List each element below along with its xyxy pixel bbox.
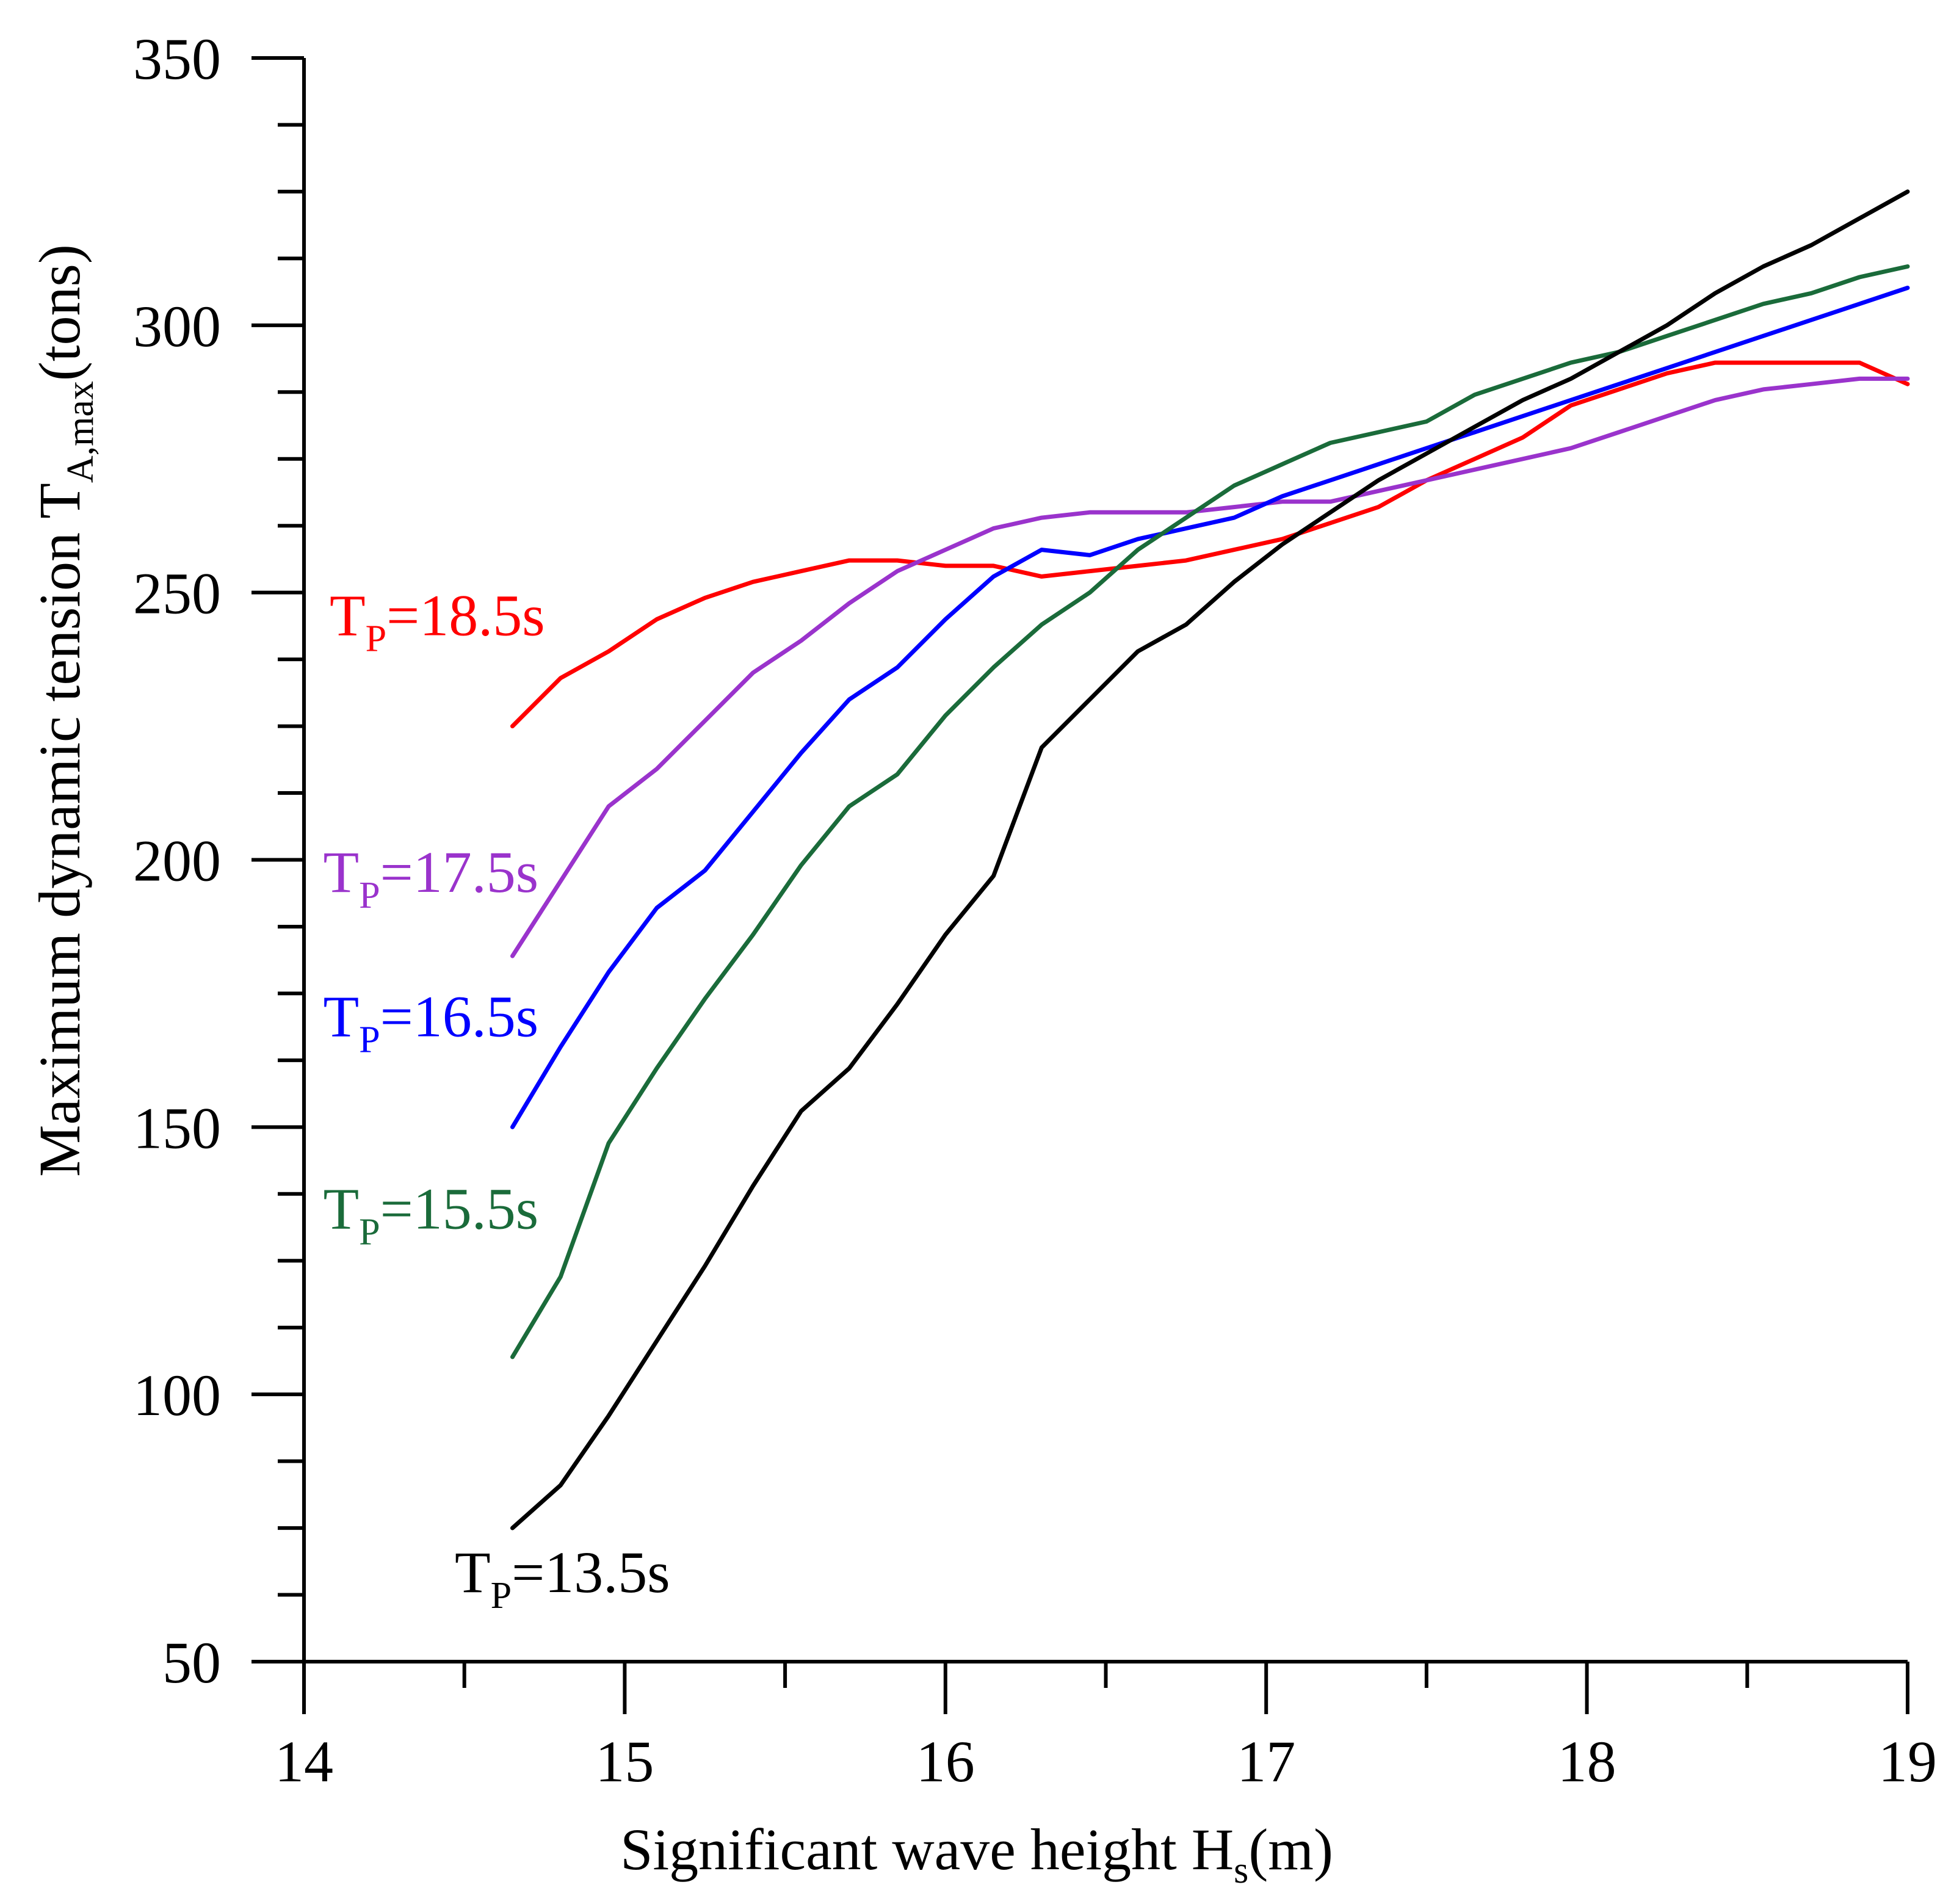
y-tick-label: 350 <box>133 26 221 92</box>
axes: 50 100 150 200 250 300 350 14 15 16 17 18 19 <box>133 26 1937 1794</box>
series-label-rest: =17.5s <box>380 839 539 905</box>
series-label-sub: P <box>359 875 380 916</box>
series-label-main: T <box>324 983 360 1049</box>
series-label-3: TP=15.5s <box>324 1176 539 1253</box>
series-label-rest: =15.5s <box>380 1176 539 1242</box>
series-label-sub: P <box>359 1019 380 1060</box>
series-line-3 <box>510 264 1910 1359</box>
x-tick-label: 14 <box>275 1729 333 1794</box>
series-label-main: T <box>324 1176 360 1242</box>
y-tick-label: 50 <box>162 1630 221 1695</box>
y-tick-label: 300 <box>133 294 221 359</box>
series-label-main: T <box>324 839 360 905</box>
x-axis-title: Significant wave height Hs(m) <box>620 1817 1333 1891</box>
series-line-4 <box>510 189 1910 1530</box>
series-label-2: TP=16.5s <box>324 983 539 1060</box>
series-lines <box>510 189 1910 1530</box>
y-tick-label: 250 <box>133 561 221 626</box>
series-line-0 <box>510 360 1910 729</box>
series-label-sub: P <box>366 618 386 660</box>
x-tick-label: 16 <box>916 1729 975 1794</box>
y-axis-title: Maximum dynamic tension TA,max(tons) <box>27 244 101 1177</box>
series-label-4: TP=13.5s <box>455 1540 670 1616</box>
series-label-rest: =13.5s <box>512 1540 670 1605</box>
x-tick-label: 17 <box>1237 1729 1295 1794</box>
series-label-rest: =16.5s <box>380 983 539 1049</box>
x-tick-label: 15 <box>595 1729 654 1794</box>
series-line-1 <box>510 376 1910 958</box>
series-label-main: T <box>455 1540 491 1605</box>
series-label-sub: P <box>359 1212 380 1253</box>
series-label-1: TP=17.5s <box>324 839 539 916</box>
y-tick-label: 150 <box>133 1095 221 1160</box>
y-tick-label: 200 <box>133 828 221 894</box>
series-line-2 <box>510 286 1910 1129</box>
x-tick-label: 18 <box>1558 1729 1616 1794</box>
y-tick-label: 100 <box>133 1363 221 1428</box>
series-label-main: T <box>330 583 366 648</box>
series-label-0: TP=18.5s <box>330 583 545 660</box>
series-label-sub: P <box>491 1575 512 1616</box>
series-label-rest: =18.5s <box>386 583 545 648</box>
x-tick-label: 19 <box>1878 1729 1937 1794</box>
